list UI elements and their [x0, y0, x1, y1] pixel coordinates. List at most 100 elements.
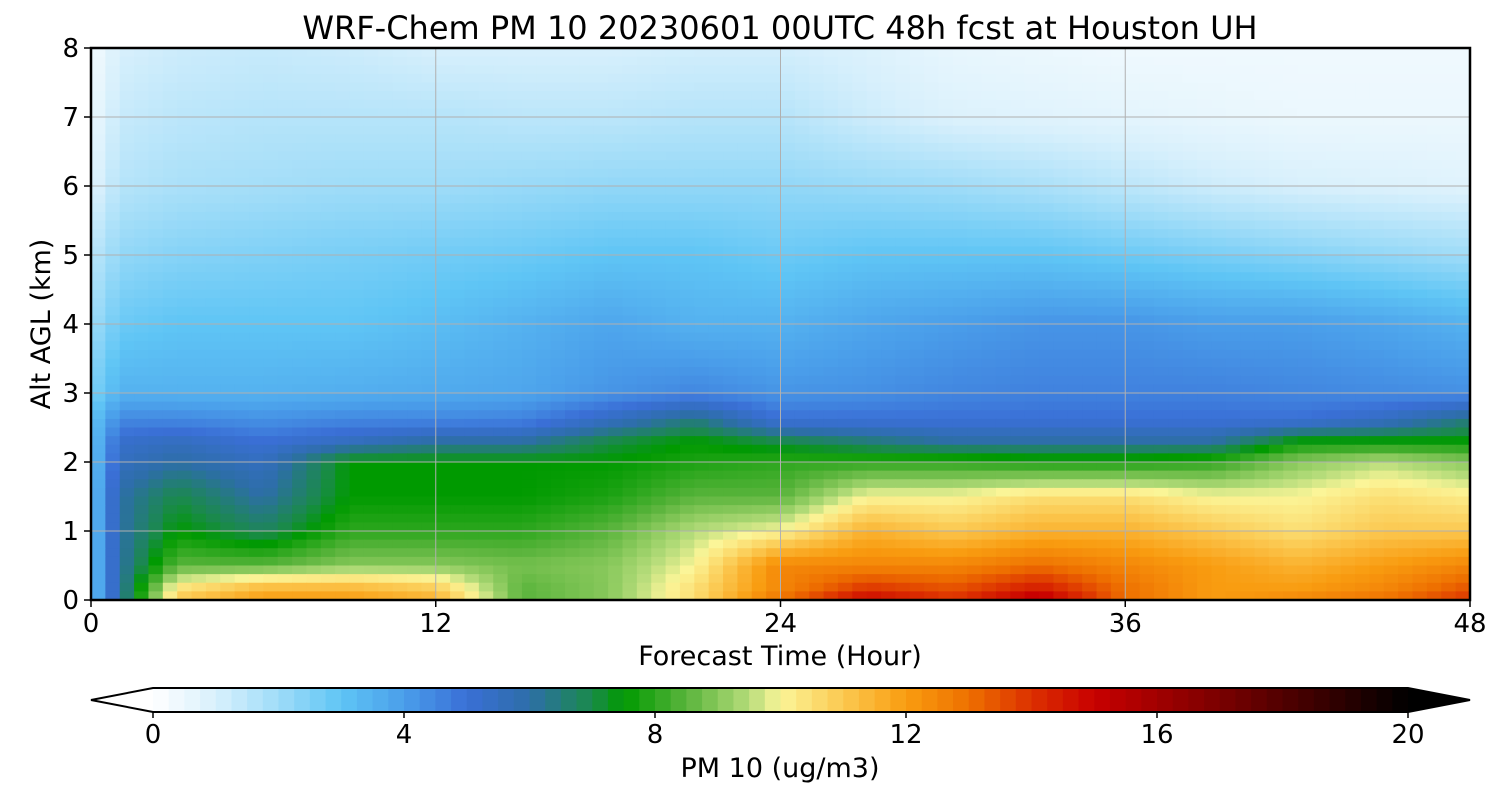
- heatmap-cell: [852, 289, 868, 299]
- heatmap-cell: [1383, 401, 1399, 411]
- heatmap-cell: [1441, 306, 1457, 316]
- heatmap-cell: [694, 142, 710, 153]
- heatmap-cell: [1455, 142, 1470, 153]
- heatmap-cell: [378, 289, 394, 299]
- heatmap-cell: [1268, 393, 1284, 403]
- heatmap-cell: [579, 298, 595, 308]
- heatmap-cell: [1340, 479, 1356, 489]
- heatmap-cell: [1268, 367, 1284, 377]
- heatmap-cell: [249, 194, 264, 204]
- heatmap-cell: [751, 393, 767, 403]
- heatmap-cell: [723, 349, 738, 360]
- heatmap-cell: [521, 65, 537, 75]
- heatmap-cell: [952, 151, 968, 161]
- heatmap-cell: [1283, 255, 1299, 265]
- heatmap-cell: [608, 436, 624, 446]
- heatmap-cell: [737, 289, 753, 299]
- heatmap-cell: [679, 306, 695, 316]
- heatmap-cell: [249, 117, 264, 127]
- heatmap-cell: [809, 255, 825, 265]
- heatmap-cell: [220, 229, 236, 239]
- heatmap-cell: [1225, 255, 1241, 265]
- heatmap-cell: [881, 375, 897, 385]
- heatmap-cell: [335, 272, 351, 282]
- heatmap-cell: [91, 401, 106, 411]
- heatmap-cell: [148, 203, 164, 213]
- heatmap-cell: [1326, 186, 1342, 196]
- heatmap-cell: [177, 142, 193, 153]
- heatmap-cell: [464, 203, 480, 213]
- heatmap-cell: [622, 168, 638, 178]
- heatmap-cell: [421, 358, 437, 368]
- heatmap-cell: [507, 246, 523, 256]
- heatmap-cell: [794, 470, 810, 480]
- heatmap-cell: [723, 444, 738, 454]
- heatmap-cell: [1139, 453, 1155, 463]
- heatmap-cell: [349, 341, 365, 351]
- heatmap-cell: [1268, 151, 1284, 161]
- heatmap-cell: [1240, 401, 1256, 411]
- heatmap-cell: [1024, 263, 1040, 273]
- heatmap-cell: [162, 203, 178, 213]
- heatmap-cell: [1355, 142, 1371, 153]
- heatmap-cell: [205, 462, 221, 472]
- heatmap-cell: [751, 324, 767, 334]
- heatmap-cell: [593, 263, 609, 273]
- heatmap-cell: [378, 263, 394, 273]
- heatmap-cell: [723, 65, 738, 75]
- heatmap-cell: [995, 444, 1011, 454]
- heatmap-cell: [1240, 108, 1256, 118]
- heatmap-cell: [392, 82, 408, 92]
- heatmap-cell: [579, 427, 595, 437]
- heatmap-cell: [636, 220, 652, 230]
- heatmap-cell: [1297, 65, 1313, 75]
- heatmap-cell: [737, 263, 753, 273]
- heatmap-cell: [1383, 324, 1399, 334]
- heatmap-cell: [1024, 82, 1040, 92]
- heatmap-cell: [694, 444, 710, 454]
- heatmap-cell: [177, 99, 193, 109]
- heatmap-cell: [1110, 177, 1126, 187]
- heatmap-cell: [234, 82, 250, 92]
- heatmap-cell: [823, 82, 839, 92]
- heatmap-cell: [292, 272, 308, 282]
- heatmap-cell: [191, 237, 207, 247]
- heatmap-cell: [1326, 56, 1342, 66]
- heatmap-cell: [1096, 168, 1112, 178]
- heatmap-cell: [780, 203, 796, 213]
- heatmap-cell: [363, 349, 379, 360]
- heatmap-cell: [1082, 280, 1098, 291]
- heatmap-cell: [737, 56, 753, 66]
- heatmap-cell: [895, 487, 911, 498]
- heatmap-cell: [478, 203, 494, 213]
- heatmap-cell: [1441, 151, 1457, 161]
- heatmap-cell: [565, 237, 580, 247]
- heatmap-cell: [1053, 117, 1069, 127]
- heatmap-cell: [105, 65, 121, 75]
- heatmap-cell: [881, 470, 897, 480]
- heatmap-cell: [837, 444, 853, 454]
- heatmap-cell: [1125, 306, 1141, 316]
- heatmap-cell: [134, 306, 150, 316]
- heatmap-cell: [249, 177, 264, 187]
- heatmap-cell: [1197, 99, 1213, 109]
- heatmap-cell: [435, 237, 451, 247]
- heatmap-cell: [392, 436, 408, 446]
- heatmap-cell: [751, 453, 767, 463]
- heatmap-cell: [1067, 186, 1083, 196]
- heatmap-cell: [450, 453, 466, 463]
- heatmap-cell: [938, 211, 954, 222]
- heatmap-cell: [1182, 108, 1198, 118]
- heatmap-cell: [306, 142, 322, 153]
- heatmap-cell: [464, 470, 480, 480]
- heatmap-cell: [421, 65, 437, 75]
- heatmap-cell: [263, 358, 279, 368]
- heatmap-cell: [1412, 384, 1428, 394]
- heatmap-cell: [823, 99, 839, 109]
- heatmap-cell: [1082, 142, 1098, 153]
- heatmap-cell: [852, 349, 868, 360]
- heatmap-cell: [363, 108, 379, 118]
- heatmap-cell: [1268, 186, 1284, 196]
- heatmap-cell: [1067, 203, 1083, 213]
- heatmap-cell: [1240, 367, 1256, 377]
